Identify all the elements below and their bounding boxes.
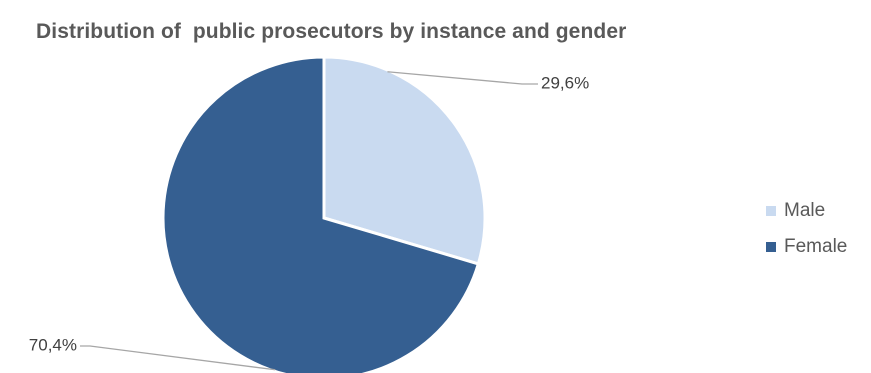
leader-line-female [80,345,276,371]
data-labels-layer: 29,6% 70,4% [29,73,589,354]
data-label-male: 29,6% [541,73,589,92]
pie-slice-male [322,55,487,266]
leader-line-male [387,71,538,85]
leader-lines-layer [80,71,538,371]
legend-label-male: Male [784,200,826,221]
legend-label-female: Female [784,236,848,257]
legend: Male Female [766,193,847,265]
legend-item-female: Female [766,229,847,265]
chart-title: Distribution of public prosecutors by in… [36,20,627,43]
legend-item-male: Male [766,193,847,229]
data-label-female: 70,4% [29,335,77,354]
legend-swatch-female [766,242,776,252]
slices-layer [161,55,487,373]
pie-slice-female [161,55,481,373]
legend-swatch-male [766,206,776,216]
